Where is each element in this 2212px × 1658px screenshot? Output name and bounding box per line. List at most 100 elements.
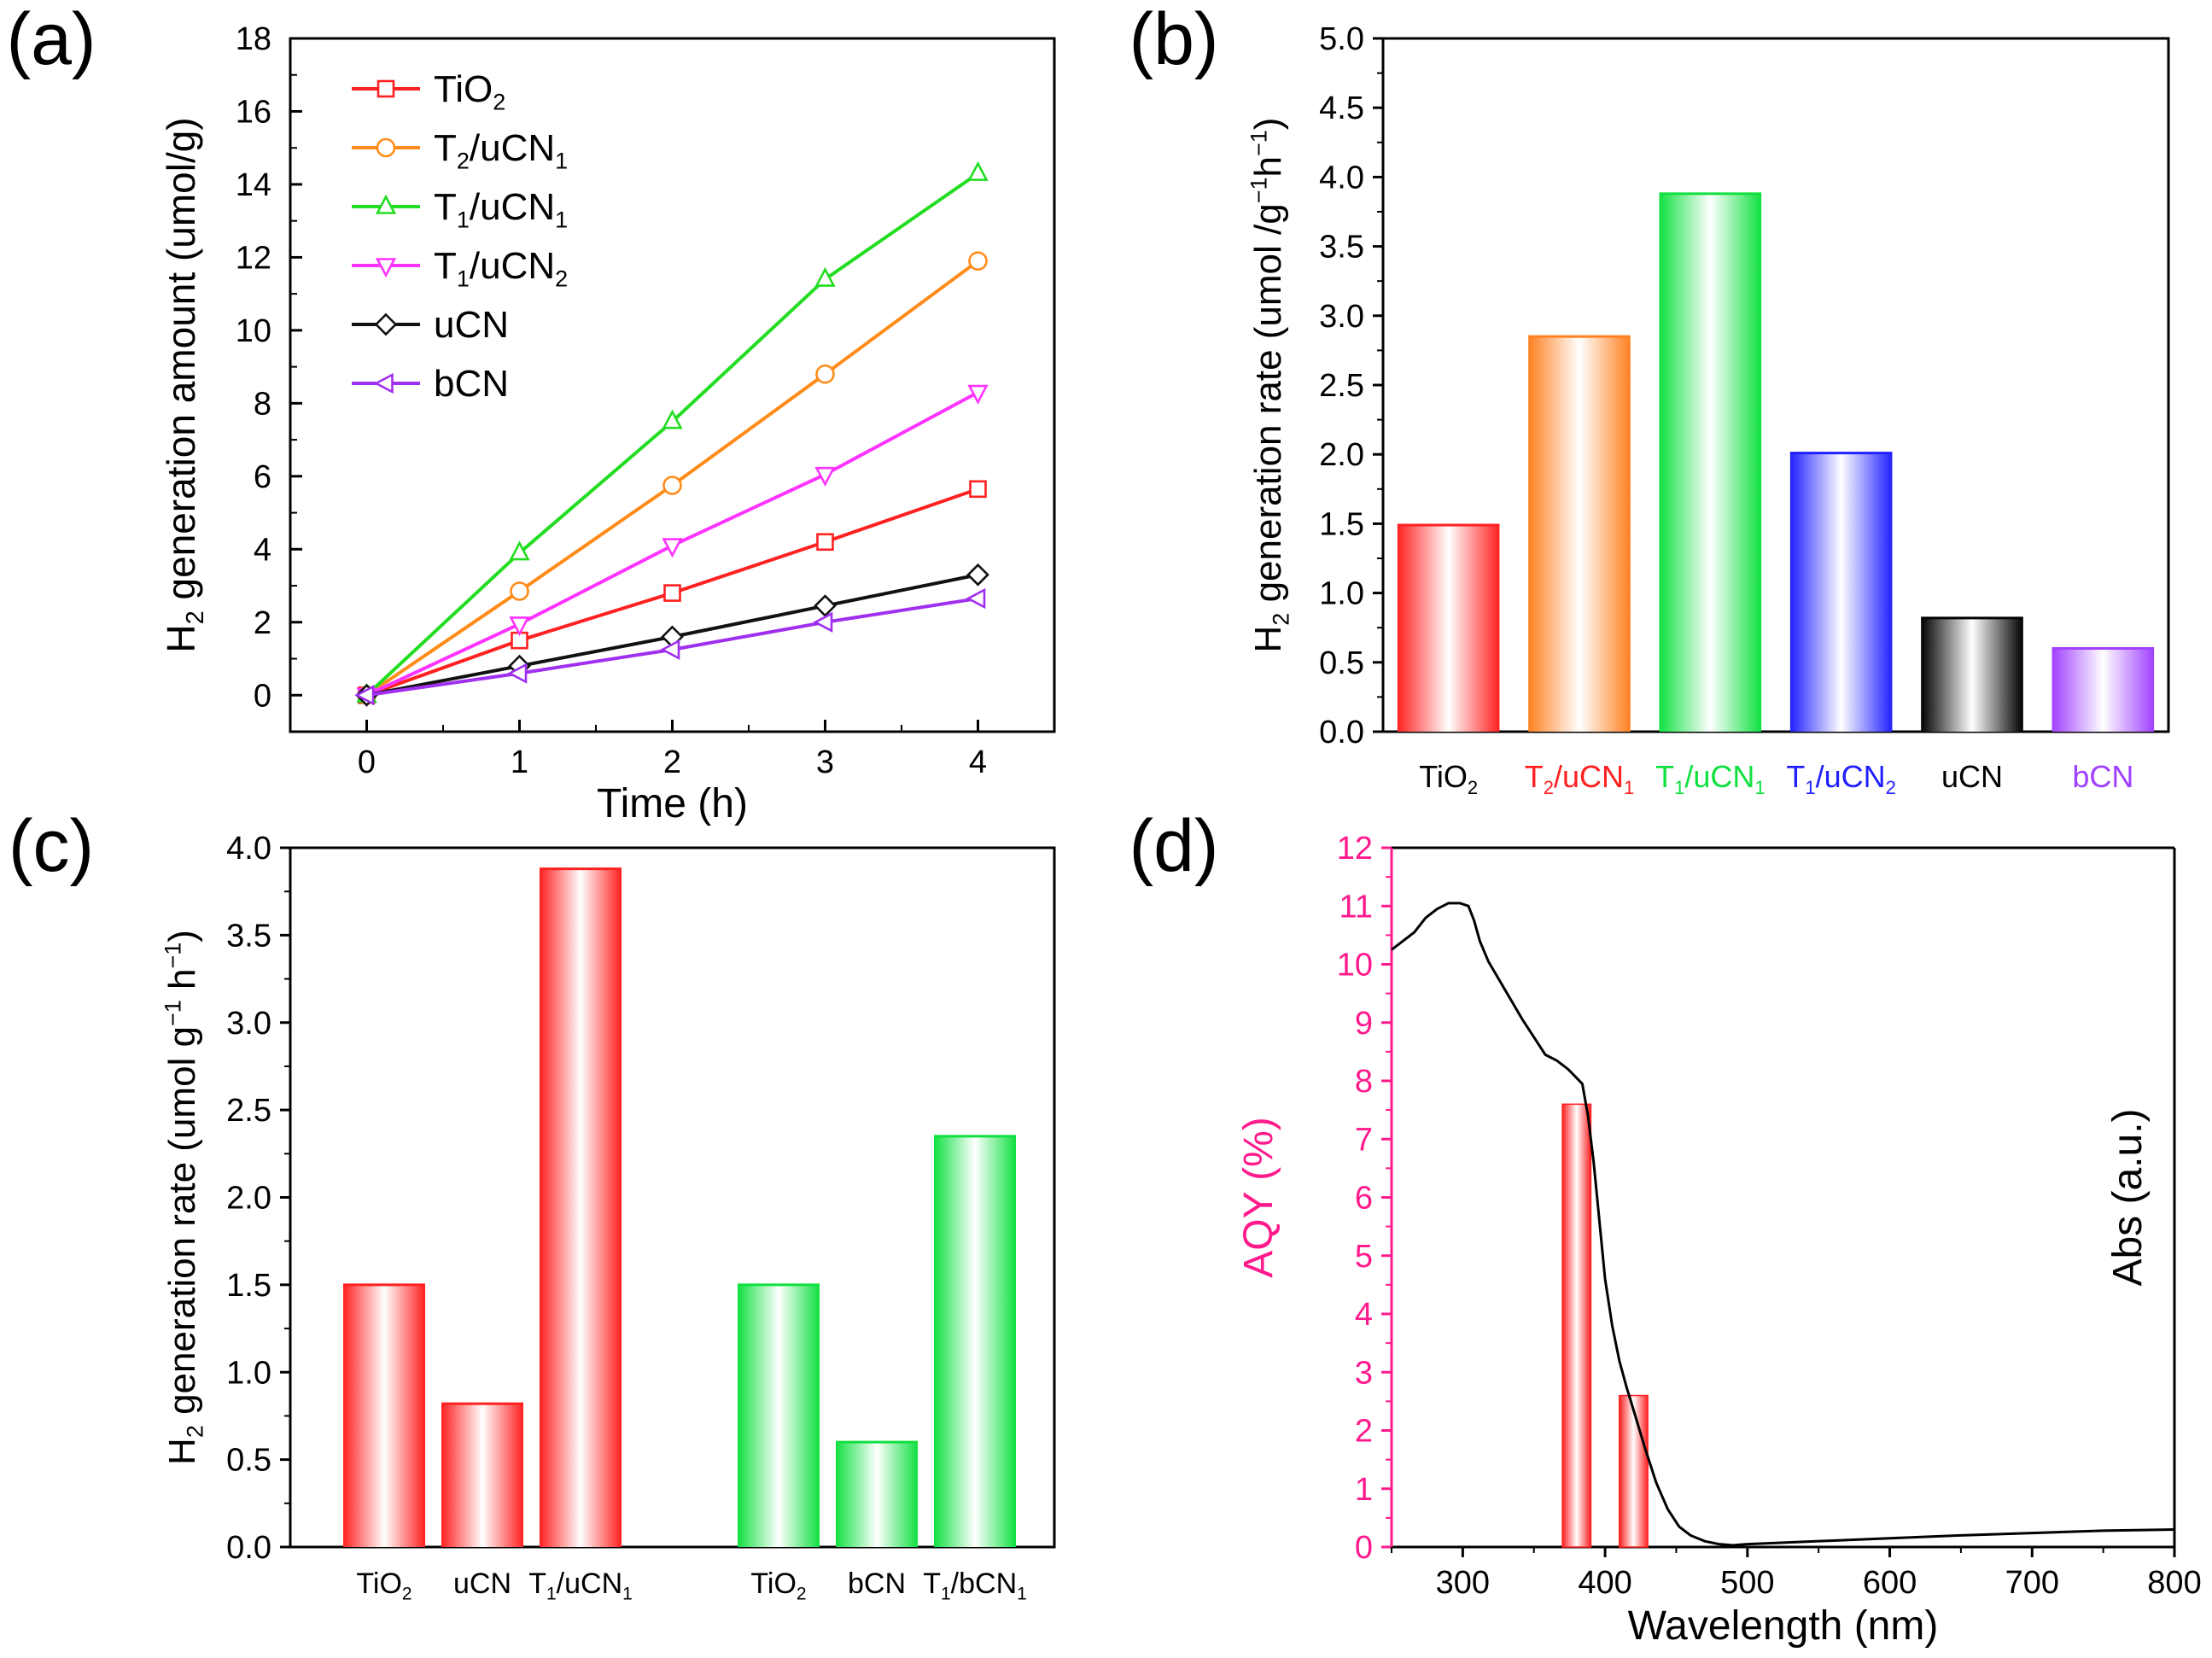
y-tick-label: 10 <box>236 313 271 349</box>
data-point-marker <box>509 540 530 561</box>
text-span: 2 <box>1468 777 1478 798</box>
data-point-marker <box>814 266 836 287</box>
x-tick-label: 400 <box>1578 1565 1631 1601</box>
data-point-marker <box>373 372 394 394</box>
y-tick-label: 0.5 <box>226 1443 271 1479</box>
data-point-marker <box>969 480 987 499</box>
panel-letter: (d) <box>1129 805 1218 887</box>
data-point-marker <box>966 587 986 610</box>
text-span: −1 <box>160 1000 185 1026</box>
text-span: generation amount (umol/g) <box>159 117 203 610</box>
data-point-marker <box>375 258 397 278</box>
y-tick-label: 2.5 <box>1319 368 1364 404</box>
y-tick-label: 4 <box>1355 1297 1373 1333</box>
x-tick-label: 4 <box>969 744 987 780</box>
text-span: 1 <box>1805 777 1815 798</box>
panel-letter: (c) <box>9 805 94 887</box>
text-span: H <box>161 1438 203 1465</box>
text-span: generation rate (umol /g <box>1247 203 1289 612</box>
series-line <box>365 172 979 697</box>
text-span: 1 <box>555 207 568 233</box>
bar <box>934 1135 1016 1547</box>
data-point-marker <box>509 616 530 637</box>
category-label: T1/bCN1​ <box>923 1568 1027 1603</box>
y-tick-label: 1.5 <box>1319 506 1364 542</box>
y-tick-label: 7 <box>1355 1122 1373 1158</box>
text-span: /uCN <box>557 1568 622 1600</box>
y-tick-label: 9 <box>1355 1006 1373 1042</box>
data-point-marker <box>375 194 397 214</box>
text-span: 2 <box>1269 613 1294 626</box>
x-tick-label: 500 <box>1720 1565 1774 1601</box>
category-label: TiO2​ <box>356 1568 411 1603</box>
text-span: uCN <box>434 304 509 346</box>
absorbance-curve <box>1391 902 2175 1547</box>
data-point-marker <box>663 584 681 602</box>
aqy-bar-outline <box>1619 1394 1649 1548</box>
bar <box>540 868 622 1547</box>
text-span: H <box>1247 626 1289 653</box>
y-tick-label: 0.5 <box>1319 645 1364 681</box>
text-span: 1 <box>1017 1584 1027 1603</box>
text-span: 2 <box>493 90 505 115</box>
y-tick-label: 2.0 <box>226 1181 271 1217</box>
y-tick-label: 4.5 <box>1319 90 1364 126</box>
right-axis-title: Abs (a.u.) <box>2105 1108 2151 1286</box>
text-span: ) <box>161 930 203 943</box>
data-point-marker <box>966 563 989 587</box>
text-span: −1 <box>160 943 185 969</box>
y-tick-label: 1.0 <box>1319 576 1364 612</box>
category-label: bCN <box>848 1568 906 1600</box>
category-label: TiO2​ <box>750 1568 806 1603</box>
data-point-marker <box>814 466 836 487</box>
y-tick-label: 0.0 <box>226 1530 271 1566</box>
data-point-marker <box>507 663 528 684</box>
text-span: TiO <box>434 68 493 110</box>
text-span: 1 <box>622 1584 633 1603</box>
text-span: 2 <box>183 1425 208 1438</box>
text-span: /uCN <box>470 245 555 287</box>
text-span: T <box>1525 759 1544 794</box>
text-span: /uCN <box>1554 759 1624 794</box>
data-point-marker <box>967 384 989 405</box>
y-tick-label: 3 <box>1355 1355 1373 1391</box>
text-span: uCN <box>1941 759 2003 794</box>
y-axis-title: H2 generation rate (umol g−1 h−1) <box>160 930 207 1465</box>
bar <box>2051 648 2155 732</box>
y-tick-label: 3.0 <box>1319 299 1364 335</box>
category-label: TiO2​ <box>1419 759 1478 798</box>
data-point-marker <box>662 409 683 429</box>
text-span: 2 <box>1544 777 1554 798</box>
text-span: T <box>434 127 457 169</box>
category-label: uCN <box>1941 759 2003 794</box>
data-point-marker <box>815 364 835 384</box>
data-point-marker <box>662 538 683 558</box>
text-span: 1 <box>555 149 568 174</box>
text-span: TiO <box>750 1568 797 1600</box>
data-point-marker <box>376 137 396 158</box>
data-point-marker <box>376 79 395 98</box>
x-tick-label: 0 <box>358 744 376 780</box>
text-span: bCN <box>848 1568 906 1600</box>
text-span: 1 <box>457 207 470 233</box>
text-span: /uCN <box>470 186 555 228</box>
x-axis-title: Time (h) <box>597 781 748 826</box>
text-span: T <box>1786 759 1805 794</box>
y-axis-title: AQY (%) <box>1236 1117 1281 1277</box>
text-span: 1 <box>941 1584 951 1603</box>
text-span: H <box>159 624 203 652</box>
panel-b-bar-chart: 0.00.51.01.52.02.53.03.54.04.55.0H2 gene… <box>1246 21 2170 798</box>
aqy-bar-outline <box>1561 1103 1592 1548</box>
text-span: h <box>1247 156 1289 177</box>
y-tick-label: 4.0 <box>226 831 271 867</box>
bar <box>1528 336 1631 732</box>
category-label: bCN <box>2072 759 2133 794</box>
text-span: 2 <box>402 1584 412 1603</box>
bar <box>1397 525 1500 732</box>
text-span: 1 <box>1624 777 1634 798</box>
x-tick-label: 1 <box>511 744 528 780</box>
category-label: uCN <box>453 1568 511 1600</box>
text-span: TiO <box>356 1568 402 1600</box>
